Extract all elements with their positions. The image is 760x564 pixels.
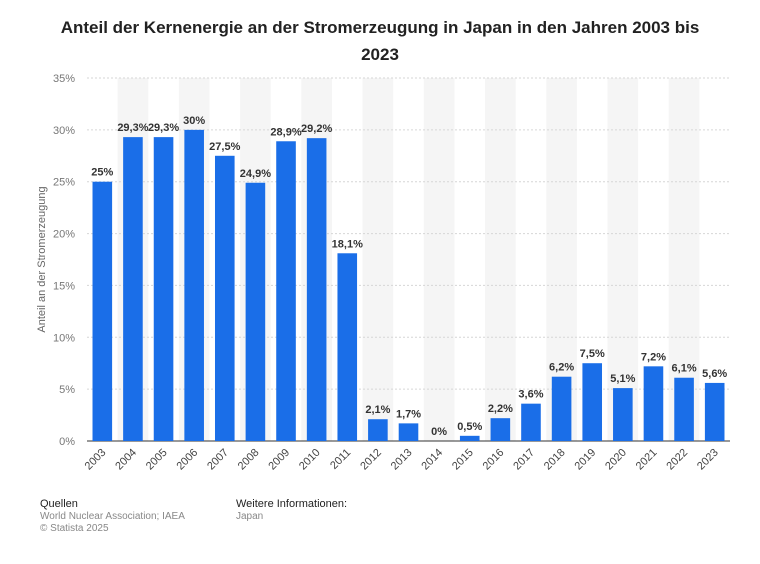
chart-title: Anteil der Kernenergie an der Stromerzeu… bbox=[60, 18, 700, 64]
x-tick-label: 2022 bbox=[664, 447, 690, 473]
copyright-text: © Statista 2025 bbox=[40, 523, 109, 534]
data-label: 30% bbox=[183, 115, 205, 127]
x-tick-label: 2003 bbox=[83, 447, 109, 473]
data-label: 6,1% bbox=[672, 363, 697, 375]
bar-chart: 0% 5% 10% 15% 20% 25% 30% 35% Anteil an der Stro… bbox=[36, 73, 730, 473]
bar bbox=[184, 129, 204, 441]
column-band bbox=[485, 78, 516, 441]
x-tick-label: 2015 bbox=[450, 447, 476, 473]
x-tick-label: 2005 bbox=[144, 447, 170, 473]
bar bbox=[551, 376, 572, 441]
data-label: 29,3% bbox=[117, 122, 148, 134]
bar bbox=[276, 141, 296, 441]
more-info-block: Weitere Informationen: Japan bbox=[236, 498, 347, 523]
x-tick-label: 2004 bbox=[113, 447, 139, 473]
bar bbox=[337, 253, 358, 441]
bar bbox=[674, 377, 694, 441]
data-label: 29,3% bbox=[148, 122, 179, 134]
bar bbox=[521, 403, 541, 441]
bar bbox=[613, 388, 633, 441]
data-label: 18,1% bbox=[332, 238, 363, 250]
bar bbox=[92, 181, 113, 441]
x-tick-label: 2008 bbox=[236, 447, 262, 473]
y-tick-label: 35% bbox=[53, 73, 75, 85]
bar bbox=[306, 138, 327, 441]
data-label: 25% bbox=[91, 167, 113, 179]
column-band bbox=[423, 78, 455, 441]
y-axis-label: Anteil an der Stromerzeugung bbox=[36, 186, 48, 332]
sources-block: Quellen World Nuclear Association; IAEA … bbox=[40, 498, 185, 535]
x-tick-label: 2020 bbox=[603, 447, 629, 473]
x-tick-label: 2013 bbox=[389, 447, 415, 473]
bar bbox=[398, 423, 419, 441]
y-tick-label: 30% bbox=[53, 125, 75, 137]
column-band bbox=[607, 78, 639, 441]
data-label: 7,2% bbox=[641, 351, 666, 363]
sources-heading: Quellen bbox=[40, 498, 78, 510]
bar bbox=[123, 137, 143, 442]
data-label: 5,6% bbox=[702, 368, 727, 380]
x-tick-label: 2016 bbox=[481, 447, 507, 473]
x-tick-label: 2006 bbox=[174, 447, 200, 473]
y-tick-label: 20% bbox=[53, 229, 75, 241]
x-tick-label: 2012 bbox=[358, 447, 384, 473]
x-tick-label: 2023 bbox=[695, 447, 721, 473]
data-label: 29,2% bbox=[301, 123, 332, 135]
data-label: 0,5% bbox=[457, 421, 482, 433]
column-band bbox=[362, 78, 394, 441]
data-label: 28,9% bbox=[270, 126, 301, 138]
more-info-heading: Weitere Informationen: bbox=[236, 498, 348, 510]
bar bbox=[643, 366, 664, 441]
bar bbox=[582, 363, 603, 441]
bar bbox=[214, 155, 235, 442]
bar bbox=[153, 137, 174, 442]
bar bbox=[459, 435, 480, 441]
bar bbox=[245, 182, 266, 441]
x-tick-label: 2017 bbox=[511, 447, 537, 473]
x-tick-label: 2009 bbox=[266, 447, 292, 473]
y-tick-label: 5% bbox=[59, 384, 75, 396]
data-label: 0% bbox=[431, 426, 447, 438]
data-label: 2,2% bbox=[488, 403, 513, 415]
data-label: 5,1% bbox=[610, 373, 635, 385]
y-tick-label: 15% bbox=[53, 280, 75, 292]
more-info-text: Japan bbox=[236, 511, 264, 522]
x-tick-label: 2019 bbox=[573, 447, 599, 473]
y-tick-label: 0% bbox=[59, 436, 75, 448]
bar bbox=[368, 419, 388, 441]
data-label: 3,6% bbox=[518, 389, 543, 401]
x-tick-label: 2010 bbox=[297, 447, 323, 473]
bar bbox=[704, 382, 725, 441]
x-tick-label: 2018 bbox=[542, 447, 568, 473]
data-label: 2,1% bbox=[365, 404, 390, 416]
sources-text: World Nuclear Association; IAEA bbox=[40, 511, 185, 522]
x-tick-label: 2011 bbox=[328, 447, 353, 472]
data-label: 27,5% bbox=[209, 141, 240, 153]
data-label: 7,5% bbox=[580, 348, 605, 360]
y-tick-label: 10% bbox=[53, 332, 75, 344]
data-label: 1,7% bbox=[396, 408, 421, 420]
bar bbox=[490, 418, 511, 441]
y-tick-label: 25% bbox=[53, 177, 75, 189]
x-tick-label: 2021 bbox=[634, 447, 660, 473]
x-tick-label: 2014 bbox=[419, 447, 445, 473]
data-label: 24,9% bbox=[240, 168, 271, 180]
x-tick-label: 2007 bbox=[205, 447, 231, 473]
data-label: 6,2% bbox=[549, 362, 574, 374]
